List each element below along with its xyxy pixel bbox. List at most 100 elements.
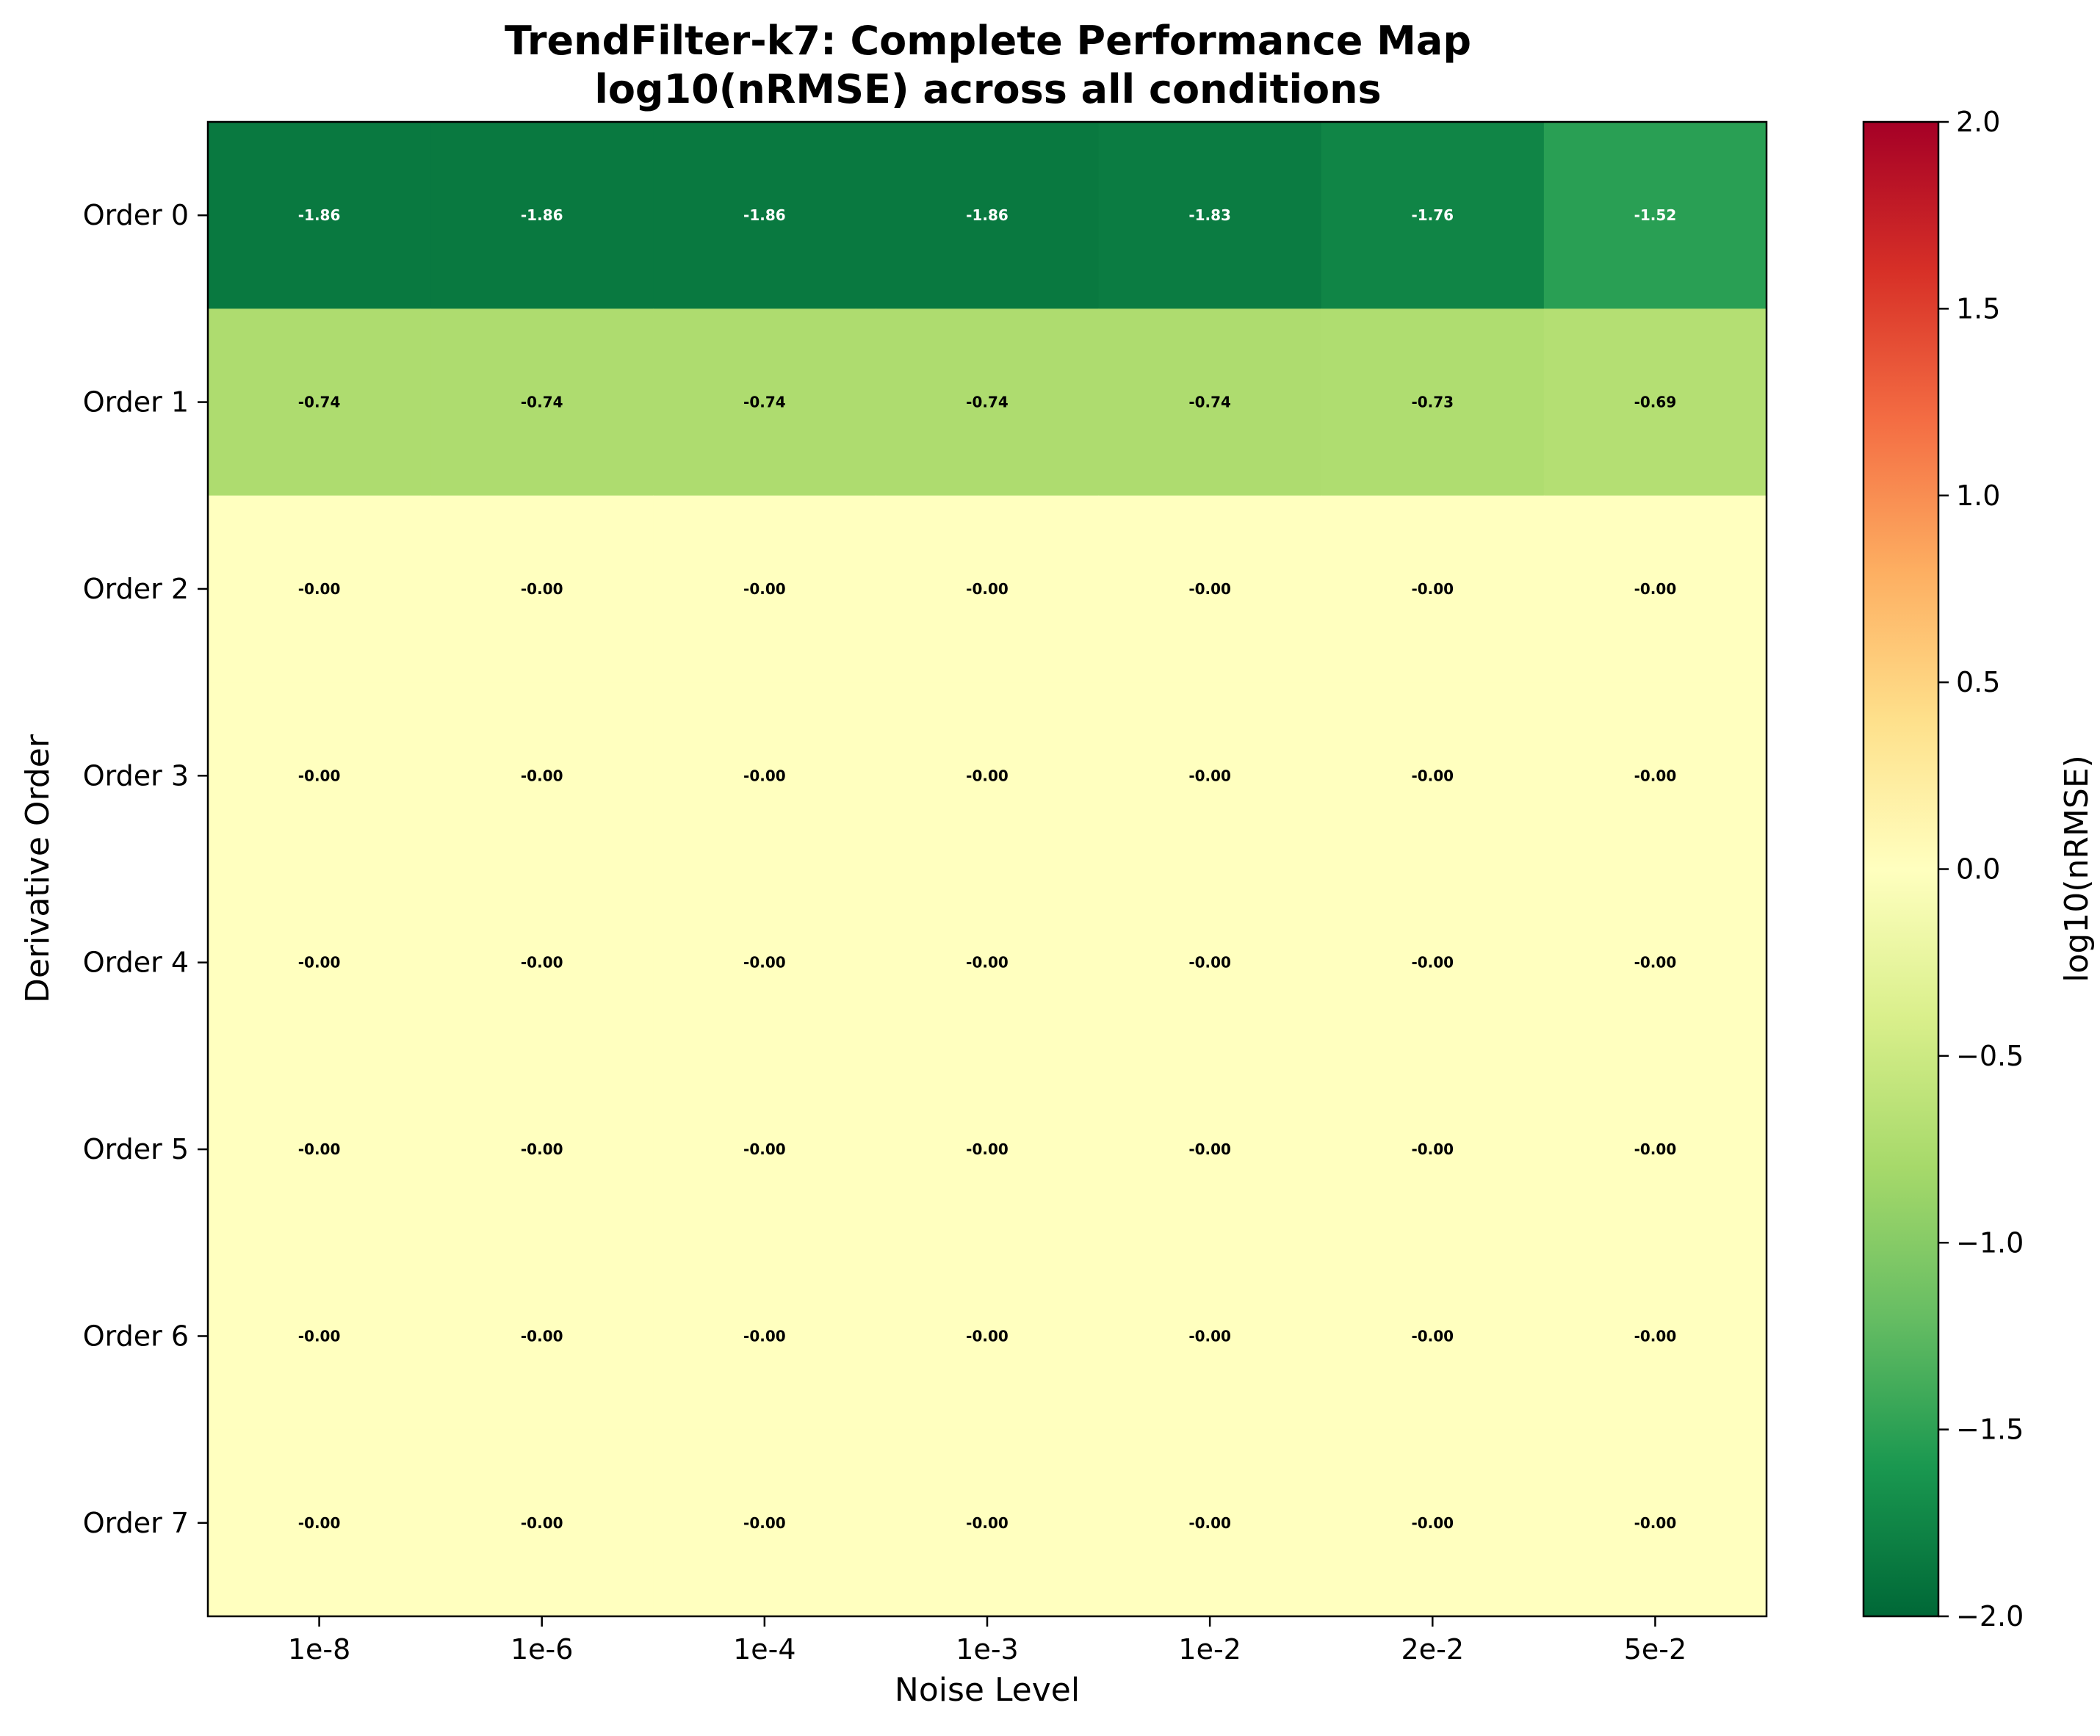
cell-value-label: -0.00 xyxy=(1188,1327,1231,1345)
cell-value-label: -0.00 xyxy=(298,1140,341,1158)
cell-value-label: -0.00 xyxy=(743,954,786,972)
x-axis-ticks: 1e-8 1e-6 1e-4 1e-3 1e-2 2e-2 5e-2 xyxy=(288,1616,1686,1666)
heatmap-cell xyxy=(1321,495,1545,683)
colorbar-tick-label: 2.0 xyxy=(1956,106,2000,138)
cell-value-label: -0.00 xyxy=(1188,580,1231,598)
heatmap-cell xyxy=(208,869,431,1057)
y-axis-label: Derivative Order xyxy=(19,734,57,1003)
heatmap-cell xyxy=(1543,1429,1767,1617)
heatmap-cell xyxy=(208,1243,431,1431)
cell-value-label: -0.00 xyxy=(966,767,1008,784)
colorbar-tick-label: −0.5 xyxy=(1956,1040,2024,1072)
cell-value-label: -1.76 xyxy=(1411,206,1454,224)
cell-value-label: -0.74 xyxy=(1188,394,1231,411)
heatmap-cell xyxy=(1098,1055,1322,1243)
cell-value-label: -0.00 xyxy=(966,954,1008,972)
heatmap-cell xyxy=(208,1055,431,1243)
cell-value-label: -0.00 xyxy=(1634,1140,1677,1158)
colorbar-tick-label: 1.0 xyxy=(1956,480,2000,512)
heatmap-cell xyxy=(1321,122,1545,309)
heatmap-cell xyxy=(876,869,1100,1057)
cell-value-label: -1.86 xyxy=(743,206,786,224)
heatmap-cell xyxy=(1321,1429,1545,1617)
cell-value-label: -0.00 xyxy=(743,767,786,784)
colorbar-tick-label: 1.5 xyxy=(1956,292,2000,325)
heatmap-cell xyxy=(653,308,877,496)
heatmap-cell xyxy=(653,495,877,683)
colorbar-label: log10(nRMSE) xyxy=(2058,755,2096,983)
cell-value-label: -0.00 xyxy=(298,580,341,598)
y-tick-label: Order 0 xyxy=(83,199,189,231)
heatmap-cell xyxy=(1543,1055,1767,1243)
cell-value-label: -0.69 xyxy=(1634,394,1677,411)
cell-value-label: -0.00 xyxy=(966,1327,1008,1345)
heatmap-cell xyxy=(208,682,431,870)
heatmap-cell xyxy=(876,682,1100,870)
colorbar-ticks: 2.0 1.5 1.0 0.5 0.0 −0.5 −1.0 −1.5 −2.0 xyxy=(1938,106,2024,1632)
heatmap-cell xyxy=(1321,869,1545,1057)
cell-value-label: -0.00 xyxy=(743,1140,786,1158)
cell-value-label: -0.73 xyxy=(1411,394,1454,411)
cell-value-label: -0.00 xyxy=(1634,954,1677,972)
colorbar-tick-label: −1.5 xyxy=(1956,1414,2024,1446)
cell-value-label: -0.74 xyxy=(743,394,786,411)
cell-value-label: -0.00 xyxy=(1188,954,1231,972)
heatmap-cell-labels: -1.86 -1.86 -1.86 -1.86 -1.83 -1.76 -1.52 -0.74… xyxy=(298,206,1677,1532)
cell-value-label: -1.86 xyxy=(298,206,341,224)
cell-value-label: -0.74 xyxy=(966,394,1008,411)
heatmap-cell xyxy=(1321,1055,1545,1243)
cell-value-label: -0.00 xyxy=(298,1514,341,1532)
cell-value-label: -0.00 xyxy=(1411,954,1454,972)
heatmap-cell xyxy=(208,1429,431,1617)
heatmap-cell xyxy=(876,308,1100,496)
x-tick-label: 1e-6 xyxy=(510,1633,573,1666)
cell-value-label: -0.00 xyxy=(1188,1514,1231,1532)
y-tick-label: Order 4 xyxy=(83,947,189,979)
heatmap-cell xyxy=(1321,308,1545,496)
chart-title-line-2: log10(nRMSE) across all conditions xyxy=(594,66,1381,112)
heatmap-cell xyxy=(430,1429,654,1617)
cell-value-label: -1.83 xyxy=(1188,206,1231,224)
cell-value-label: -1.52 xyxy=(1634,206,1677,224)
heatmap-cell xyxy=(1098,495,1322,683)
y-tick-label: Order 3 xyxy=(83,759,189,792)
heatmap-cell xyxy=(430,495,654,683)
heatmap-cell xyxy=(208,308,431,496)
cell-value-label: -0.00 xyxy=(1188,1140,1231,1158)
heatmap-cell xyxy=(653,869,877,1057)
heatmap-cell xyxy=(653,1243,877,1431)
cell-value-label: -0.00 xyxy=(1634,767,1677,784)
heatmap-cell xyxy=(1321,682,1545,870)
colorbar-tick-label: −2.0 xyxy=(1956,1600,2024,1632)
cell-value-label: -0.00 xyxy=(521,580,563,598)
cell-value-label: -0.00 xyxy=(298,954,341,972)
heatmap-cell xyxy=(1098,1243,1322,1431)
cell-value-label: -0.00 xyxy=(966,1140,1008,1158)
x-tick-label: 1e-3 xyxy=(956,1633,1018,1666)
x-tick-label: 5e-2 xyxy=(1624,1633,1686,1666)
colorbar-tick-label: −1.0 xyxy=(1956,1226,2024,1259)
colorbar-tick-label: 0.0 xyxy=(1956,853,2000,886)
y-tick-label: Order 1 xyxy=(83,386,189,419)
cell-value-label: -0.00 xyxy=(1411,1327,1454,1345)
cell-value-label: -0.00 xyxy=(966,1514,1008,1532)
heatmap-cell xyxy=(653,682,877,870)
heatmap-cell xyxy=(1543,682,1767,870)
x-tick-label: 2e-2 xyxy=(1401,1633,1464,1666)
cell-value-label: -1.86 xyxy=(521,206,563,224)
y-tick-label: Order 5 xyxy=(83,1133,189,1165)
cell-value-label: -0.00 xyxy=(1188,767,1231,784)
cell-value-label: -0.00 xyxy=(298,1327,341,1345)
cell-value-label: -0.00 xyxy=(1411,1140,1454,1158)
heatmap-cell xyxy=(1543,122,1767,309)
heatmap-cell xyxy=(653,1055,877,1243)
heatmap-cell xyxy=(1543,1243,1767,1431)
heatmap-cell xyxy=(208,495,431,683)
heatmap-cell xyxy=(876,122,1100,309)
cell-value-label: -0.74 xyxy=(298,394,341,411)
heatmap-cell xyxy=(653,1429,877,1617)
cell-value-label: -0.00 xyxy=(1634,1327,1677,1345)
heatmap-cell xyxy=(1098,1429,1322,1617)
heatmap-cell xyxy=(1098,122,1322,309)
heatmap-cell xyxy=(430,122,654,309)
